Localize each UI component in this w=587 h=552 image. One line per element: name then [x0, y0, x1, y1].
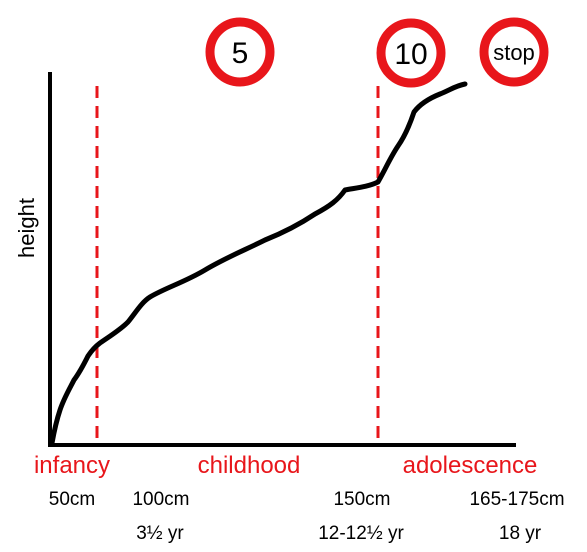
- growth-curve: [49, 81, 468, 446]
- height-150cm: 150cm: [333, 489, 390, 510]
- sign-stop-text: stop: [493, 40, 535, 65]
- y-axis-label: height: [14, 198, 39, 258]
- phase-adolescence: adolescence: [403, 452, 538, 479]
- sign-5: 5: [205, 17, 275, 87]
- height-50cm: 50cm: [49, 489, 95, 510]
- phase-infancy: infancy: [34, 452, 110, 479]
- sign-5-text: 5: [232, 37, 249, 70]
- age-18yr: 18 yr: [499, 523, 542, 544]
- age-12yr: 12-12½ yr: [318, 523, 404, 544]
- sign-stop: stop: [479, 17, 549, 87]
- age-3-5yr: 3½ yr: [136, 523, 184, 544]
- sign-10-text: 10: [394, 38, 427, 71]
- height-100cm: 100cm: [132, 489, 189, 510]
- height-165-175cm: 165-175cm: [469, 489, 564, 510]
- phase-childhood: childhood: [198, 452, 301, 479]
- sign-10: 10: [376, 18, 446, 88]
